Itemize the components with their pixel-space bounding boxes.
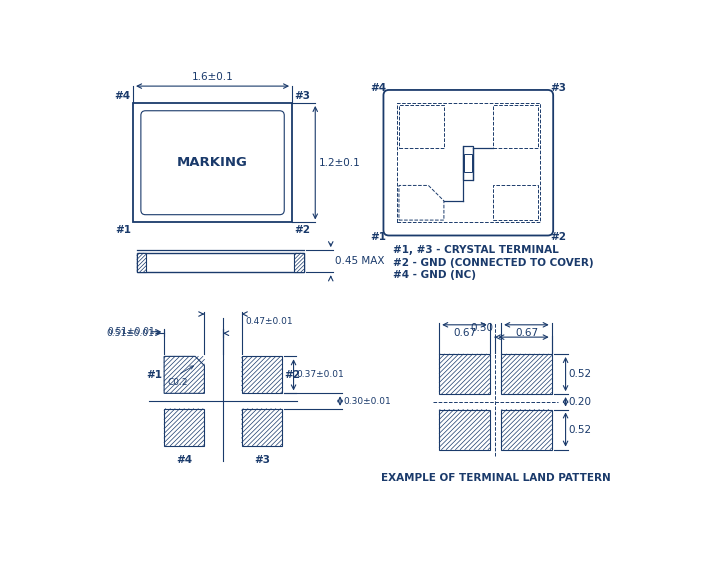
- Text: 1.6±0.1: 1.6±0.1: [192, 72, 233, 82]
- Text: #4: #4: [114, 91, 131, 101]
- Text: #4: #4: [371, 83, 387, 93]
- Bar: [242, 409, 282, 446]
- Text: #1: #1: [115, 225, 131, 235]
- Text: #1: #1: [146, 370, 161, 380]
- Text: #2: #2: [285, 370, 300, 380]
- Bar: [164, 409, 204, 446]
- Text: #3: #3: [295, 91, 311, 101]
- Text: #2 - GND (CONNECTED TO COVER): #2 - GND (CONNECTED TO COVER): [392, 258, 594, 268]
- FancyBboxPatch shape: [141, 111, 285, 215]
- Bar: [439, 409, 489, 450]
- Text: 0.20: 0.20: [568, 397, 592, 407]
- Bar: [463, 146, 473, 180]
- Text: 0.51±0.01: 0.51±0.01: [108, 327, 156, 336]
- Bar: [439, 354, 489, 394]
- Text: 0.52: 0.52: [568, 425, 592, 434]
- Text: 0.37±0.01: 0.37±0.01: [297, 370, 345, 380]
- Bar: [501, 409, 552, 450]
- Text: 0.47±0.01: 0.47±0.01: [245, 317, 293, 326]
- Bar: [295, 253, 303, 272]
- Text: #1: #1: [371, 233, 387, 242]
- Text: EXAMPLE OF TERMINAL LAND PATTERN: EXAMPLE OF TERMINAL LAND PATTERN: [381, 473, 610, 483]
- Text: C0.2: C0.2: [168, 378, 188, 387]
- Bar: [439, 409, 489, 450]
- Text: #2: #2: [295, 225, 311, 235]
- Text: #3: #3: [254, 455, 270, 465]
- Text: 1.2±0.1: 1.2±0.1: [319, 158, 360, 168]
- Text: 0.51±0.01: 0.51±0.01: [106, 329, 154, 338]
- Bar: [242, 356, 282, 393]
- Bar: [137, 253, 146, 272]
- Text: 0.67: 0.67: [515, 328, 538, 338]
- Bar: [137, 253, 303, 272]
- Bar: [295, 253, 303, 272]
- Bar: [439, 354, 489, 394]
- Text: #1, #3 - CRYSTAL TERMINAL: #1, #3 - CRYSTAL TERMINAL: [392, 246, 558, 255]
- Bar: [501, 409, 552, 450]
- Bar: [242, 409, 282, 446]
- Bar: [242, 356, 282, 393]
- Text: 0.52: 0.52: [568, 369, 592, 379]
- Text: #4: #4: [176, 455, 193, 465]
- Bar: [464, 154, 472, 172]
- Text: 0.67: 0.67: [453, 328, 476, 338]
- Bar: [133, 103, 292, 222]
- Text: MARKING: MARKING: [177, 156, 248, 169]
- Bar: [397, 103, 540, 222]
- Text: #2: #2: [550, 233, 566, 242]
- Text: 0.30±0.01: 0.30±0.01: [343, 397, 391, 405]
- FancyBboxPatch shape: [384, 90, 553, 235]
- Bar: [501, 354, 552, 394]
- Text: 0.30: 0.30: [470, 323, 493, 333]
- Bar: [399, 105, 444, 148]
- Bar: [501, 354, 552, 394]
- Bar: [493, 105, 538, 148]
- Polygon shape: [164, 356, 204, 393]
- Text: #3: #3: [550, 83, 566, 93]
- Text: 0.45 MAX: 0.45 MAX: [334, 256, 384, 266]
- Text: #4 - GND (NC): #4 - GND (NC): [392, 270, 476, 280]
- Bar: [164, 409, 204, 446]
- Bar: [493, 185, 538, 220]
- Bar: [137, 253, 146, 272]
